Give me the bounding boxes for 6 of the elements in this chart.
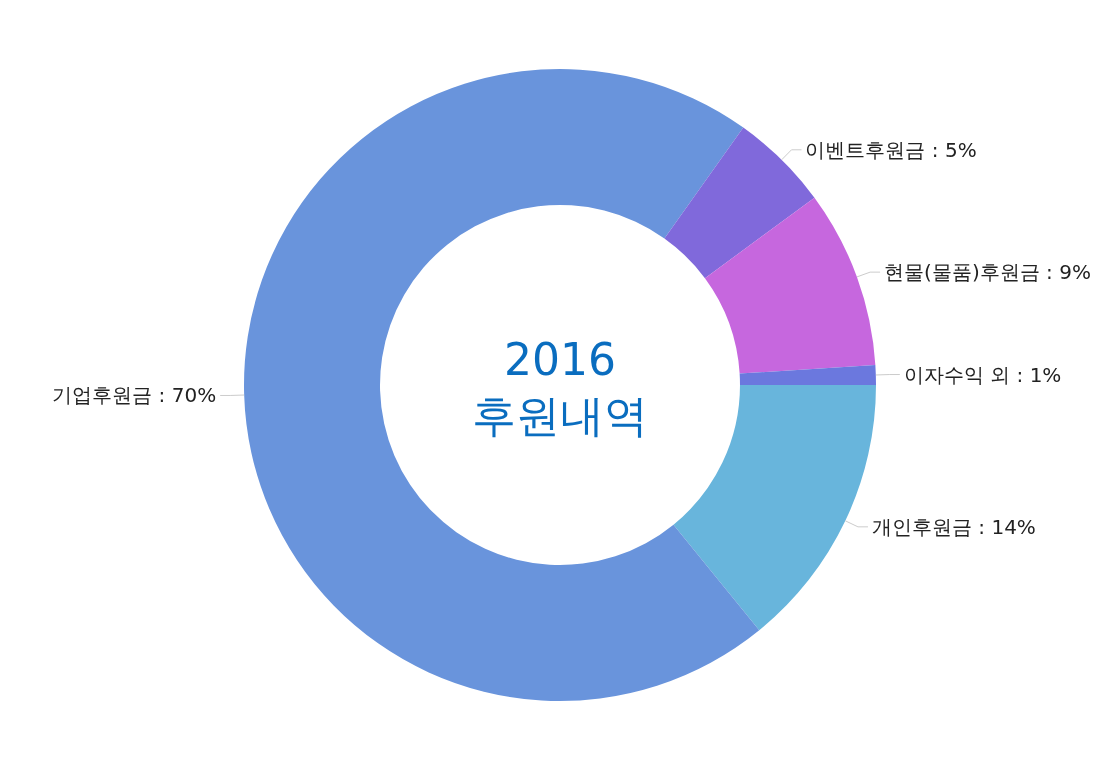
slice-label: 이자수익 외 : 1% — [903, 362, 1062, 387]
slice-label: 기업후원금 : 70% — [52, 383, 217, 408]
slice-label: 현물(물품)후원금 : 9% — [884, 260, 1091, 285]
text: 2016 후원내역 — [472, 334, 648, 441]
slice-label: 개인후원금 : 14% — [871, 514, 1036, 539]
slice-label: 이벤트후원금 : 5% — [805, 137, 977, 162]
